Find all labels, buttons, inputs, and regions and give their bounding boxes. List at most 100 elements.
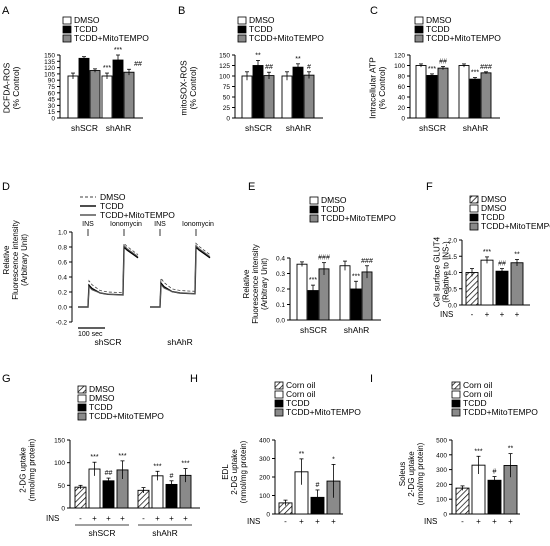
significance-label: **	[255, 52, 261, 59]
panel-h-y-tick-label: 100	[259, 493, 270, 500]
bar-i	[455, 487, 470, 515]
y-axis-label: (% Control)	[188, 66, 198, 109]
legend-d-label: DMSO	[100, 192, 126, 202]
legend-i-label: Corn oil	[463, 389, 492, 399]
panel-d-y-tick-label: 0.0	[58, 305, 67, 312]
legend-f-swatch	[469, 213, 479, 222]
y-axis-label: (Arbitrary Unit)	[20, 234, 29, 286]
bar-a	[89, 70, 101, 119]
legend-b-label: TCDD	[249, 24, 273, 34]
panel-f-y-tick-label: 1.0	[448, 270, 457, 277]
legend-e-label: DMSO	[321, 195, 347, 205]
significance-label: ***	[114, 47, 122, 54]
panel-i-y-tick-label: 200	[436, 482, 447, 489]
trace-tcdd	[78, 245, 139, 308]
group-label: shAhR	[463, 123, 489, 133]
ins-value: +	[183, 514, 188, 523]
legend-h-swatch	[274, 408, 284, 417]
legend-c-swatch	[414, 34, 424, 43]
legend-g-label: DMSO	[89, 384, 115, 394]
y-axis-label: 2-DG uptake	[230, 449, 239, 495]
group-label: shSCR	[89, 528, 116, 538]
panel-i-y-tick-label: 400	[436, 452, 447, 459]
panel-b-y-tick-label: 0	[226, 116, 230, 123]
significance-label: ***	[309, 277, 317, 284]
significance-label: ***	[118, 453, 126, 460]
panel-c-y-tick-label: 0	[401, 116, 405, 123]
panel-letter-i: I	[370, 373, 373, 385]
legend-a-swatch	[62, 16, 72, 25]
ins-row-label: INS	[440, 310, 453, 319]
bar-c	[415, 65, 427, 119]
legend-i-label: Corn oil	[463, 380, 492, 390]
ins-value: +	[120, 514, 125, 523]
legend-c-label: TCDD+MitoTEMPO	[426, 33, 501, 43]
legend-h-label: Corn oil	[286, 380, 315, 390]
y-axis-label: Relative	[2, 245, 11, 274]
trace-tcdd-mitotempo	[150, 244, 211, 308]
panel-c-y-tick-label: 40	[398, 95, 406, 102]
legend-h-swatch	[274, 390, 284, 399]
significance-label: #	[493, 469, 497, 476]
ins-value: +	[106, 514, 111, 523]
legend-g-swatch	[77, 412, 87, 421]
group-label: shAhR	[286, 123, 312, 133]
panel-b-y-tick-label: 100	[219, 74, 230, 81]
panel-d-y-tick-label: 0.6	[58, 260, 67, 267]
panel-g-y-tick-label: 0	[61, 506, 65, 513]
bar-a	[67, 75, 79, 119]
ins-value: +	[515, 310, 520, 319]
bar-c	[437, 67, 449, 119]
legend-f-swatch	[469, 204, 479, 213]
legend-d-label: TCDD	[100, 201, 124, 211]
significance-label: ***	[483, 249, 491, 256]
legend-g-label: TCDD+MitoTEMPO	[89, 411, 164, 421]
legend-h-swatch	[274, 399, 284, 408]
legend-c-swatch	[414, 25, 424, 34]
legend-f-label: TCDD+MitoTEMPO	[481, 221, 550, 231]
panel-c-y-tick-label: 80	[398, 74, 406, 81]
legend-i-swatch	[451, 408, 461, 417]
significance-label: **	[295, 56, 301, 63]
y-axis-label: 2-DG uptake	[407, 451, 416, 497]
panel-letter-e: E	[248, 181, 255, 193]
panel-d-y-tick-label: 0.2	[58, 290, 67, 297]
legend-a-swatch	[62, 25, 72, 34]
panel-c-y-tick-label: 120	[394, 53, 405, 60]
ins-value: +	[500, 310, 505, 319]
bar-b	[281, 75, 293, 119]
panel-d-y-tick-label: 0.4	[58, 275, 67, 282]
ins-value: -	[142, 514, 145, 523]
panel-b-y-tick-label: 125	[219, 63, 230, 70]
panel-a-y-tick-label: 75	[48, 84, 56, 91]
legend-e-swatch	[309, 196, 319, 205]
legend-d-label: TCDD+MitoTEMPO	[100, 210, 175, 220]
panel-h-y-tick-label: 400	[259, 438, 270, 445]
panel-letter-f: F	[426, 181, 433, 193]
bar-g	[102, 480, 115, 509]
ins-value: +	[155, 514, 160, 523]
group-label: shAhR	[106, 123, 132, 133]
y-axis-label: (nmol/mg protein)	[239, 440, 248, 503]
y-axis-label: (% Control)	[11, 66, 21, 109]
significance-label: ##	[439, 59, 447, 66]
ins-annotation: INS	[154, 221, 166, 228]
ins-annotation: INS	[82, 221, 94, 228]
legend-i-label: TCDD	[463, 398, 487, 408]
legend-a-swatch	[62, 34, 72, 43]
trace-tcdd-mitotempo	[78, 244, 139, 308]
trace-dmso	[150, 242, 211, 308]
panel-i-y-tick-label: 0	[443, 512, 447, 519]
legend-c-label: DMSO	[426, 15, 452, 25]
panel-letter-d: D	[2, 181, 10, 193]
legend-g-label: DMSO	[89, 393, 115, 403]
significance-label: #	[170, 473, 174, 480]
panel-c-y-tick-label: 60	[398, 84, 406, 91]
y-axis-label: (% Control)	[377, 66, 387, 109]
legend-b-label: TCDD+MitoTEMPO	[249, 33, 324, 43]
panel-e-y-tick-label: 0.4	[276, 256, 285, 263]
panel-i-y-tick-label: 300	[436, 467, 447, 474]
panel-e-y-tick-label: 0.0	[276, 318, 285, 325]
significance-label: ***	[474, 448, 482, 455]
group-label: shAhR	[344, 325, 370, 335]
